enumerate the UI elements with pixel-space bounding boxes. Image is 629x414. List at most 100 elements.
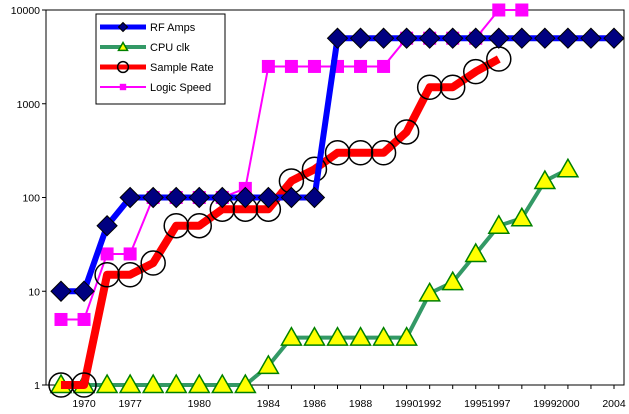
data-point-sample-rate [370,140,397,166]
data-point-rf-amps [603,27,625,49]
legend-label-logic-speed: Logic Speed [150,82,211,94]
data-point-rf-amps [395,27,418,49]
data-point-rf-amps [188,186,210,209]
data-point-rf-amps [165,186,187,209]
x-tick-label: 1995 [464,398,488,410]
legend-marker-rf-amps [117,21,129,33]
data-point-logic-speed [77,312,91,326]
data-point-cpu-clk [257,354,280,375]
legend-marker-sample-rate [116,60,130,74]
data-point-cpu-clk [464,242,488,263]
x-tick-label: 1970 [72,398,96,410]
legend-item-cpu-clk: CPU clk [100,40,190,54]
y-axis: 1 10 100 1000 10000 [11,5,46,392]
x-tick-label: 2000 [556,398,580,410]
y-tick-label: 1 [34,380,40,392]
data-point-sample-rate [48,372,74,398]
data-point-logic-speed [284,59,298,73]
data-point-rf-amps [580,27,602,49]
data-point-rf-amps [303,186,326,209]
data-point-sample-rate [140,250,166,276]
data-point-rf-amps [418,27,441,49]
y-tick-label: 1000 [17,99,41,111]
data-point-rf-amps [96,215,118,237]
data-point-logic-speed [54,312,68,326]
data-point-rf-amps [488,27,510,49]
data-point-cpu-clk [372,326,395,346]
legend: RF Amps CPU clk Sample Rate Logic Speed [95,13,226,105]
data-point-logic-speed [354,59,368,73]
x-tick-label: 1988 [349,398,373,410]
legend-label-rf-amps: RF Amps [150,22,196,34]
data-point-rf-amps [511,27,533,49]
x-tick-label: 2004 [602,398,626,410]
data-point-rf-amps [557,27,579,49]
data-point-logic-speed [307,59,321,73]
data-point-cpu-clk [510,206,534,227]
data-point-sample-rate [71,372,97,398]
legend-label-cpu-clk: CPU clk [150,42,190,54]
series-layer [48,3,625,398]
data-point-logic-speed [515,3,529,17]
data-point-cpu-clk [210,373,234,394]
x-tick-label: 1977 [118,398,142,410]
data-point-rf-amps [442,27,464,49]
data-point-logic-speed [261,59,275,73]
data-point-cpu-clk [326,326,349,346]
data-point-sample-rate [163,212,189,239]
data-point-rf-amps [211,186,233,209]
legend-item-rf-amps: RF Amps [100,21,196,34]
y-tick-label: 10 [28,286,40,298]
data-point-cpu-clk [303,326,326,346]
data-point-rf-amps [257,186,280,209]
data-point-rf-amps [234,186,257,209]
legend-label-sample-rate: Sample Rate [150,62,214,74]
data-point-rf-amps [280,186,303,209]
data-point-logic-speed [492,3,506,17]
data-point-cpu-clk [533,169,557,190]
data-point-rf-amps [73,280,95,302]
data-point-cpu-clk [280,326,303,346]
data-point-sample-rate [117,261,143,288]
data-point-sample-rate [186,212,212,239]
x-tick-label: 1984 [257,398,281,410]
x-tick-label: 1986 [303,398,327,410]
data-point-cpu-clk [187,373,211,394]
legend-marker-logic-speed [119,83,127,91]
legend-item-sample-rate: Sample Rate [100,60,214,74]
data-point-sample-rate [347,140,374,166]
series-cpu-clk [49,157,580,394]
data-point-rf-amps [119,186,141,209]
data-point-cpu-clk [141,373,165,394]
data-point-cpu-clk [395,326,418,346]
data-point-rf-amps [534,27,556,49]
legend-item-logic-speed: Logic Speed [100,82,211,94]
data-point-cpu-clk [164,373,188,394]
data-point-rf-amps [142,186,164,209]
x-tick-label: 1997 [487,398,511,410]
series-rf-amps [50,27,625,302]
x-tick-label: 1999 [533,398,557,410]
data-point-sample-rate [324,140,351,166]
data-point-cpu-clk [418,281,441,302]
data-point-cpu-clk [349,326,372,346]
data-point-cpu-clk [487,214,511,234]
y-tick-label: 10000 [11,5,40,17]
data-point-sample-rate [439,74,466,100]
data-point-sample-rate [416,74,443,100]
data-point-logic-speed [123,247,137,261]
legend-marker-cpu-clk [117,40,129,52]
data-point-cpu-clk [441,270,465,291]
x-tick-label: 1992 [418,398,442,410]
data-point-logic-speed [100,247,114,261]
data-point-cpu-clk [234,373,257,394]
x-tick-label: 1990 [395,398,419,410]
data-point-rf-amps [349,27,372,49]
data-point-rf-amps [372,27,395,49]
x-tick-label: 1980 [188,398,212,410]
data-point-cpu-clk [95,373,119,394]
data-point-cpu-clk [118,373,142,394]
data-point-sample-rate [393,119,420,145]
data-point-cpu-clk [556,157,580,178]
